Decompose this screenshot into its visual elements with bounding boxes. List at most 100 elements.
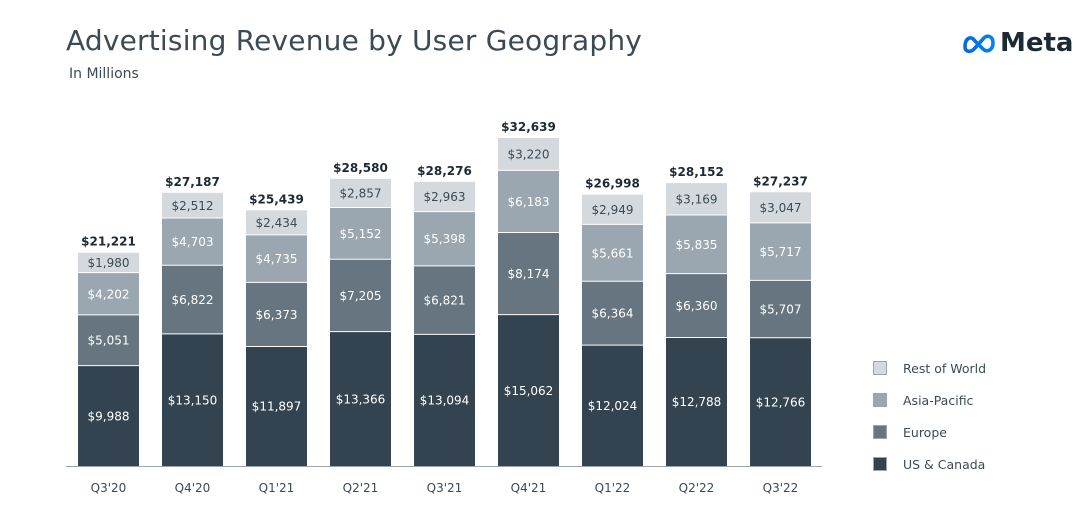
segment-value-label: $12,766 [756, 395, 806, 409]
segment-value-label: $6,822 [172, 293, 214, 307]
x-tick-label: Q3'20 [91, 481, 127, 495]
legend-swatch-asia-pacific [873, 393, 887, 407]
legend-label: US & Canada [903, 456, 986, 472]
x-tick-label: Q4'20 [175, 481, 211, 495]
segment-value-label: $6,360 [676, 299, 718, 313]
segment-value-label: $6,821 [424, 294, 466, 308]
meta-infinity-icon [963, 34, 995, 54]
segment-value-label: $13,366 [336, 392, 386, 406]
segment-value-label: $11,897 [252, 400, 302, 414]
bar-total-label: $28,276 [417, 164, 472, 178]
legend-label: Rest of World [903, 360, 987, 376]
segment-value-label: $5,661 [592, 246, 634, 260]
segment-value-label: $6,183 [508, 195, 550, 209]
x-tick-label: Q2'22 [679, 481, 715, 495]
segment-value-label: $5,717 [760, 245, 802, 259]
bar-segment-rest-of-world [246, 210, 307, 235]
bar-segment-europe [750, 280, 811, 338]
x-tick-label: Q3'21 [427, 481, 463, 495]
logo-text: Meta [1000, 28, 1074, 58]
bar-segment-rest-of-world [498, 138, 559, 171]
segment-value-label: $2,434 [256, 216, 298, 230]
bar-total-label: $32,639 [501, 120, 556, 134]
bar-segment-europe [498, 232, 559, 315]
x-tick-label: Q1'22 [595, 481, 631, 495]
bar-segment-europe [582, 281, 643, 346]
meta-logo: Meta [962, 28, 1073, 58]
bar-segment-us-canada [498, 314, 559, 466]
segment-value-label: $3,220 [508, 148, 550, 162]
bar-segment-europe [666, 273, 727, 338]
bar-total-label: $28,152 [669, 165, 724, 179]
x-tick-label: Q4'21 [511, 481, 547, 495]
legend-item-asia-pacific: Asia-Pacific [873, 384, 986, 416]
x-tick-label: Q2'21 [343, 481, 379, 495]
segment-value-label: $3,047 [760, 201, 802, 215]
bar-segment-europe [162, 265, 223, 334]
segment-value-label: $13,094 [420, 394, 470, 408]
bar-segment-rest-of-world [582, 194, 643, 225]
bar-segment-us-canada [246, 346, 307, 466]
bar-segment-rest-of-world [78, 252, 139, 273]
segment-value-label: $5,398 [424, 232, 466, 246]
segment-value-label: $12,024 [588, 399, 638, 413]
legend-label: Asia-Pacific [903, 392, 974, 408]
bar-segment-asia-pacific [162, 218, 223, 266]
bar-segment-asia-pacific [78, 272, 139, 315]
bar-segment-us-canada [582, 345, 643, 466]
segment-value-label: $4,202 [88, 287, 130, 301]
bar-segment-europe [246, 282, 307, 347]
x-tick-label: Q3'22 [763, 481, 799, 495]
bar-total-label: $28,580 [333, 161, 388, 175]
segment-value-label: $2,963 [424, 190, 466, 204]
legend-label: Europe [903, 424, 947, 440]
segment-value-label: $7,205 [340, 289, 382, 303]
segment-value-label: $5,051 [88, 334, 130, 348]
legend-swatch-us-canada [873, 457, 887, 471]
bar-total-label: $27,187 [165, 175, 220, 189]
chart-title: Advertising Revenue by User Geography [66, 24, 643, 57]
segment-value-label: $6,364 [592, 307, 634, 321]
x-tick-label: Q1'21 [259, 481, 295, 495]
legend-swatch-rest-of-world [873, 361, 887, 375]
bar-segment-asia-pacific [666, 214, 727, 274]
bar-segment-rest-of-world [414, 181, 475, 212]
chart-legend: Rest of World Asia-Pacific Europe US & C… [873, 352, 986, 480]
bar-total-label: $26,998 [585, 177, 640, 191]
bar-segment-asia-pacific [498, 170, 559, 233]
segment-value-label: $4,735 [256, 252, 298, 266]
bar-segment-europe [78, 314, 139, 366]
bar-segment-asia-pacific [750, 222, 811, 281]
bar-segment-us-canada [162, 333, 223, 466]
bar-segment-europe [330, 259, 391, 332]
segment-value-label: $5,707 [760, 303, 802, 317]
segment-value-label: $4,703 [172, 235, 214, 249]
legend-item-rest-of-world: Rest of World [873, 352, 986, 384]
segment-value-label: $1,980 [88, 256, 130, 270]
segment-value-label: $9,988 [88, 409, 130, 423]
bar-segment-asia-pacific [414, 211, 475, 266]
bar-segment-europe [414, 265, 475, 335]
bar-segment-asia-pacific [582, 224, 643, 282]
bar-total-label: $21,221 [81, 235, 136, 249]
segment-value-label: $2,512 [172, 199, 214, 213]
bar-segment-us-canada [666, 337, 727, 466]
bar-segment-asia-pacific [330, 207, 391, 260]
chart-subtitle: In Millions [69, 66, 139, 82]
segment-value-label: $2,949 [592, 203, 634, 217]
bar-segment-us-canada [78, 365, 139, 466]
bar-segment-asia-pacific [246, 234, 307, 283]
legend-item-us-canada: US & Canada [873, 448, 986, 480]
segment-value-label: $5,835 [676, 238, 718, 252]
bar-segment-us-canada [414, 334, 475, 466]
segment-value-label: $6,373 [256, 308, 298, 322]
bar-segment-rest-of-world [666, 183, 727, 215]
legend-item-europe: Europe [873, 416, 986, 448]
segment-value-label: $12,788 [672, 395, 722, 409]
legend-swatch-europe [873, 425, 887, 439]
bar-segment-us-canada [330, 331, 391, 466]
bar-segment-rest-of-world [162, 192, 223, 219]
segment-value-label: $8,174 [508, 267, 550, 281]
segment-value-label: $5,152 [340, 227, 382, 241]
